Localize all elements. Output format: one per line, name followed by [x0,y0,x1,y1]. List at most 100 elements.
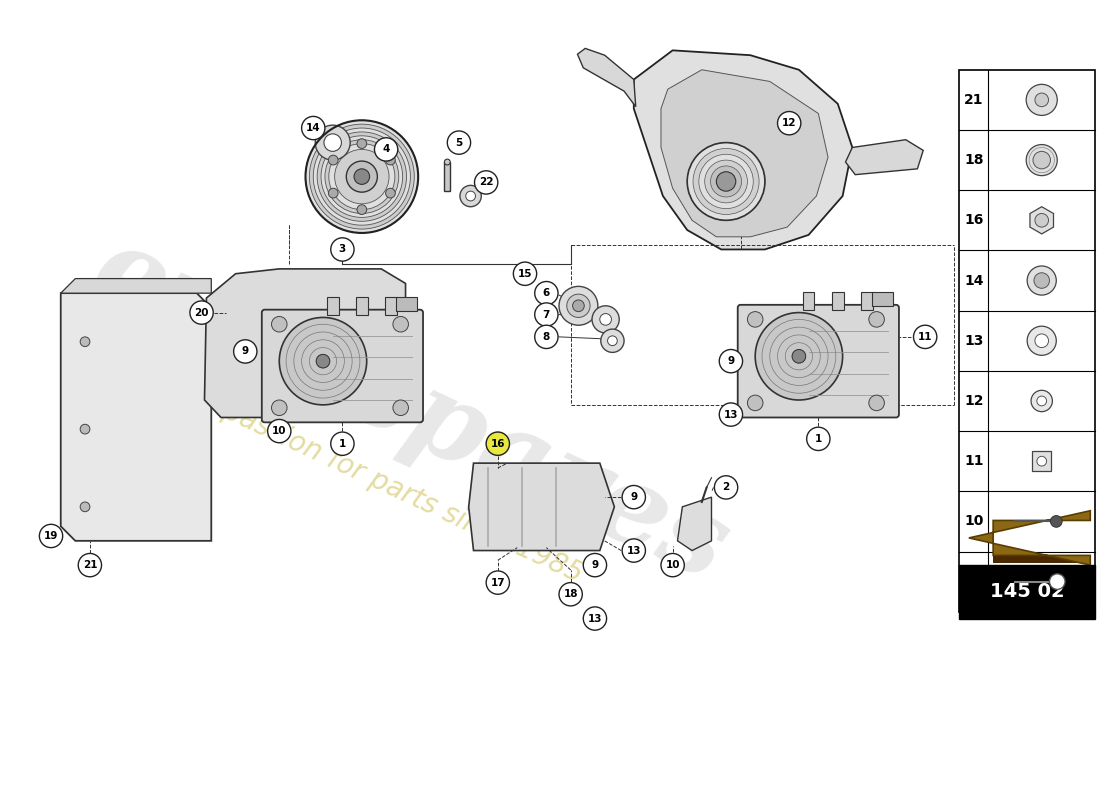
Circle shape [607,336,617,346]
Circle shape [1050,515,1063,527]
Bar [803,292,814,310]
Circle shape [661,554,684,577]
Text: 15: 15 [518,269,532,278]
Circle shape [314,128,410,225]
Circle shape [474,170,498,194]
FancyBboxPatch shape [262,310,424,422]
Circle shape [1049,574,1065,590]
Text: 14: 14 [306,123,320,133]
Circle shape [78,554,101,577]
Polygon shape [60,278,211,293]
Circle shape [688,142,764,220]
Polygon shape [634,50,852,250]
Polygon shape [205,269,406,418]
Circle shape [331,238,354,261]
Text: 13: 13 [724,410,738,419]
Circle shape [386,188,395,198]
Polygon shape [969,510,1090,565]
Circle shape [719,350,742,373]
Circle shape [806,427,830,450]
Circle shape [705,160,747,203]
Circle shape [778,111,801,135]
Polygon shape [661,70,828,237]
Text: 12: 12 [782,118,796,128]
Circle shape [573,300,584,312]
Polygon shape [469,463,615,550]
Circle shape [316,125,350,160]
Circle shape [324,134,341,151]
Circle shape [272,400,287,415]
Circle shape [486,571,509,594]
Polygon shape [846,140,923,174]
Circle shape [393,317,408,332]
Text: 11: 11 [964,454,983,468]
Circle shape [358,138,366,149]
Circle shape [329,188,338,198]
Circle shape [756,313,843,400]
Circle shape [559,582,582,606]
Circle shape [1035,334,1048,347]
Polygon shape [578,49,636,106]
Bar [872,292,893,306]
Circle shape [1026,145,1057,176]
Text: 8: 8 [542,332,550,342]
Circle shape [448,131,471,154]
Text: 9: 9 [727,356,735,366]
Circle shape [566,294,590,318]
Circle shape [460,186,482,206]
Text: 12: 12 [964,394,983,408]
Circle shape [592,306,619,333]
Text: 18: 18 [964,153,983,167]
Bar [356,297,367,314]
Circle shape [80,502,90,512]
Text: 4: 4 [383,145,389,154]
Text: 7: 7 [542,310,550,319]
Circle shape [486,432,509,455]
Circle shape [40,524,63,548]
Text: eurospares: eurospares [76,215,745,604]
Text: 21: 21 [964,93,983,107]
Circle shape [698,154,754,209]
FancyBboxPatch shape [738,305,899,418]
Circle shape [1037,396,1046,406]
Circle shape [334,150,389,204]
Circle shape [386,155,395,165]
Polygon shape [60,293,211,541]
Circle shape [1026,84,1057,115]
Circle shape [913,326,937,349]
Text: 9: 9 [969,574,979,589]
Text: 10: 10 [964,514,983,529]
Circle shape [465,191,475,201]
Circle shape [346,161,377,192]
Circle shape [80,337,90,346]
Text: 2: 2 [723,482,729,493]
Circle shape [267,419,290,442]
Circle shape [80,424,90,434]
Text: a passion for parts since 1985: a passion for parts since 1985 [195,386,587,589]
Circle shape [316,354,330,368]
Bar [832,292,844,310]
Bar [385,297,397,314]
Circle shape [535,282,558,305]
Circle shape [279,318,366,405]
Circle shape [1033,151,1050,169]
Bar [1032,451,1052,471]
Text: 11: 11 [917,332,933,342]
Text: 145 02: 145 02 [990,582,1065,602]
Circle shape [600,314,612,326]
Bar [396,297,417,310]
Text: 6: 6 [542,288,550,298]
Circle shape [583,554,606,577]
Circle shape [1027,266,1056,295]
Circle shape [869,312,884,327]
Circle shape [714,476,738,499]
Text: 10: 10 [666,560,680,570]
Circle shape [354,169,370,184]
Polygon shape [1030,206,1054,234]
Circle shape [514,262,537,286]
Text: 5: 5 [455,138,463,148]
Circle shape [1037,456,1046,466]
Circle shape [1034,273,1049,288]
Text: 18: 18 [563,590,578,599]
Text: 16: 16 [964,214,983,227]
